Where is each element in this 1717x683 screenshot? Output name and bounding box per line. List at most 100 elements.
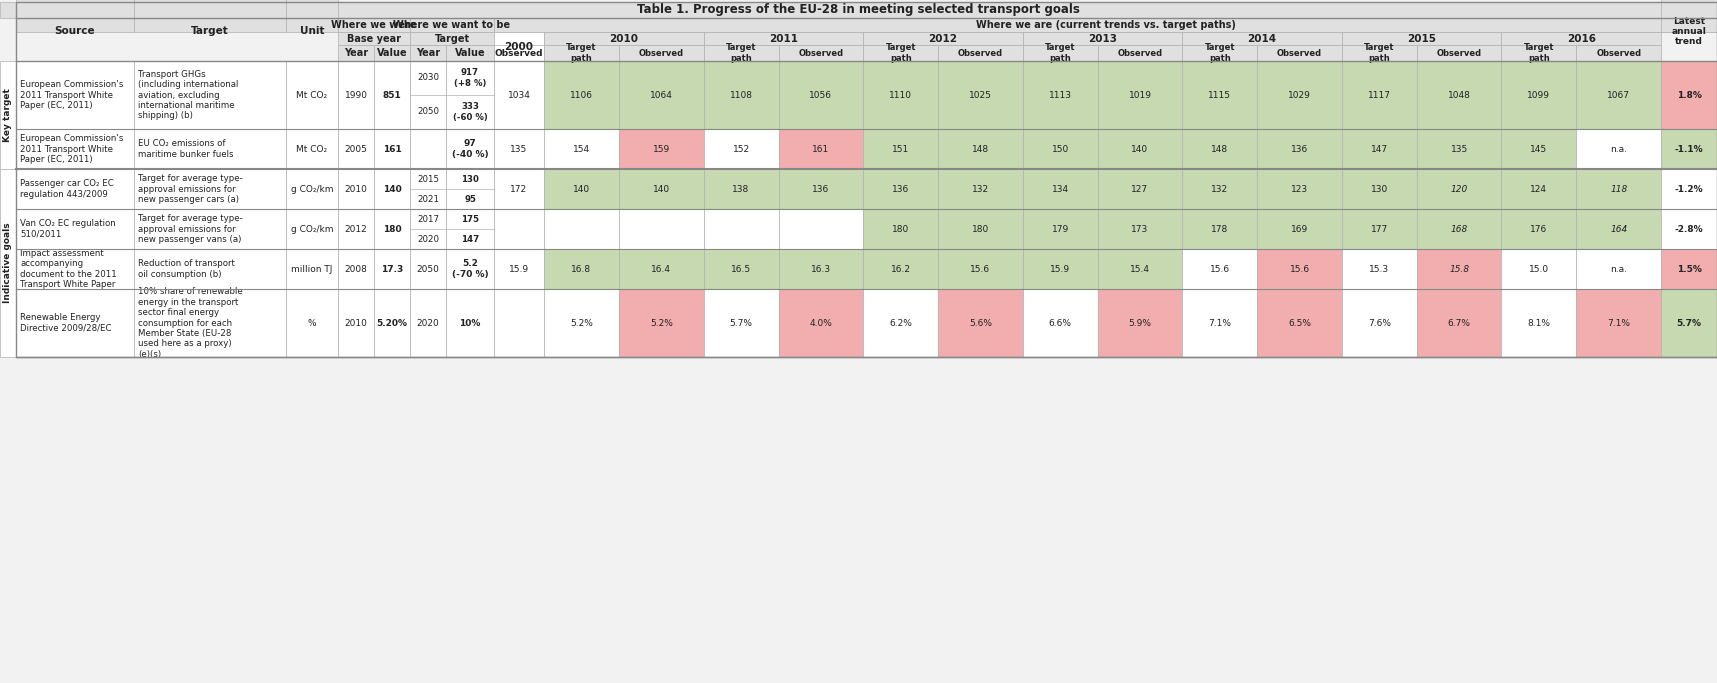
Bar <box>494 209 544 249</box>
Text: %: % <box>307 318 316 328</box>
Bar <box>778 61 864 129</box>
Text: 6.2%: 6.2% <box>889 318 912 328</box>
Bar <box>134 0 287 32</box>
Text: Where we want to be: Where we want to be <box>393 20 510 30</box>
Text: 148: 148 <box>972 145 989 154</box>
Text: 2016: 2016 <box>1566 33 1595 44</box>
Bar <box>1183 289 1257 357</box>
Bar <box>1660 169 1717 209</box>
Text: 2015: 2015 <box>1408 33 1435 44</box>
Text: 2014: 2014 <box>1248 33 1277 44</box>
Text: 2050: 2050 <box>417 107 440 117</box>
Text: 851: 851 <box>383 91 402 100</box>
Text: 5.2%: 5.2% <box>570 318 592 328</box>
Bar <box>704 249 778 289</box>
Bar <box>1417 209 1501 249</box>
Bar <box>494 249 544 289</box>
Bar <box>1660 289 1717 357</box>
Text: 161: 161 <box>383 145 402 154</box>
Bar <box>410 18 494 32</box>
Bar <box>1343 249 1417 289</box>
Bar <box>704 169 778 209</box>
Bar <box>134 61 287 129</box>
Bar <box>410 32 494 45</box>
Bar <box>544 289 620 357</box>
Bar <box>937 209 1023 249</box>
Bar <box>15 61 134 129</box>
Text: 136: 136 <box>812 184 829 193</box>
Bar <box>864 129 937 169</box>
Text: 2021: 2021 <box>417 195 440 204</box>
Bar <box>864 249 937 289</box>
Text: 97
(-40 %): 97 (-40 %) <box>452 139 488 158</box>
Bar <box>1023 289 1097 357</box>
Bar <box>0 2 1717 18</box>
Bar <box>864 169 937 209</box>
Text: Target for average type-
approval emissions for
new passenger vans (a): Target for average type- approval emissi… <box>137 214 242 244</box>
Bar <box>1417 45 1501 61</box>
Bar <box>1097 129 1183 169</box>
Bar <box>1343 61 1417 129</box>
Bar <box>1660 61 1717 129</box>
Bar <box>544 129 620 169</box>
Text: Mt CO₂: Mt CO₂ <box>297 145 328 154</box>
Text: 5.2%: 5.2% <box>649 318 673 328</box>
Bar <box>1257 129 1343 169</box>
Bar <box>0 61 15 169</box>
Text: 2020: 2020 <box>417 234 440 244</box>
Text: n.a.: n.a. <box>1611 264 1628 273</box>
Bar <box>1257 61 1343 129</box>
Text: 177: 177 <box>1370 225 1387 234</box>
Bar <box>1023 169 1097 209</box>
Text: 16.2: 16.2 <box>891 264 910 273</box>
Bar <box>1257 169 1343 209</box>
Text: 168: 168 <box>1451 225 1468 234</box>
Bar <box>778 249 864 289</box>
Text: 15.9: 15.9 <box>1051 264 1070 273</box>
Bar <box>446 209 494 249</box>
Text: million TJ: million TJ <box>292 264 333 273</box>
Text: Indicative goals: Indicative goals <box>3 223 12 303</box>
Bar <box>704 129 778 169</box>
Text: 2010: 2010 <box>345 318 367 328</box>
Bar <box>410 45 446 61</box>
Bar <box>778 129 864 169</box>
Bar <box>620 209 704 249</box>
Bar <box>410 169 446 209</box>
Bar <box>1576 169 1660 209</box>
Bar <box>287 0 338 32</box>
Bar <box>1023 249 1097 289</box>
Bar <box>494 289 544 357</box>
Text: 147: 147 <box>460 234 479 244</box>
Text: 134: 134 <box>1051 184 1068 193</box>
Text: 17.3: 17.3 <box>381 264 403 273</box>
Bar <box>1023 45 1097 61</box>
Text: Table 1. Progress of the EU-28 in meeting selected transport goals: Table 1. Progress of the EU-28 in meetin… <box>637 3 1080 16</box>
Bar <box>1576 61 1660 129</box>
Text: Van CO₂ EC regulation
510/2011: Van CO₂ EC regulation 510/2011 <box>21 219 115 238</box>
Text: 130: 130 <box>1370 184 1387 193</box>
Bar <box>15 209 134 249</box>
Text: Observed: Observed <box>494 48 543 57</box>
Bar <box>15 0 134 32</box>
Bar <box>1343 129 1417 169</box>
Text: Target
path: Target path <box>886 43 915 63</box>
Text: 173: 173 <box>1132 225 1149 234</box>
Bar <box>287 209 338 249</box>
Bar <box>544 249 620 289</box>
Bar <box>1097 249 1183 289</box>
Bar <box>620 169 704 209</box>
Bar <box>704 61 778 129</box>
Bar <box>620 129 704 169</box>
Text: 123: 123 <box>1291 184 1308 193</box>
Bar <box>1501 289 1576 357</box>
Text: Value: Value <box>455 48 486 58</box>
Bar <box>287 169 338 209</box>
Bar <box>937 61 1023 129</box>
Bar <box>1183 32 1343 45</box>
Bar <box>1576 129 1660 169</box>
Text: 15.6: 15.6 <box>1289 264 1310 273</box>
Bar <box>1417 289 1501 357</box>
Bar <box>704 45 778 61</box>
Text: 135: 135 <box>510 145 527 154</box>
